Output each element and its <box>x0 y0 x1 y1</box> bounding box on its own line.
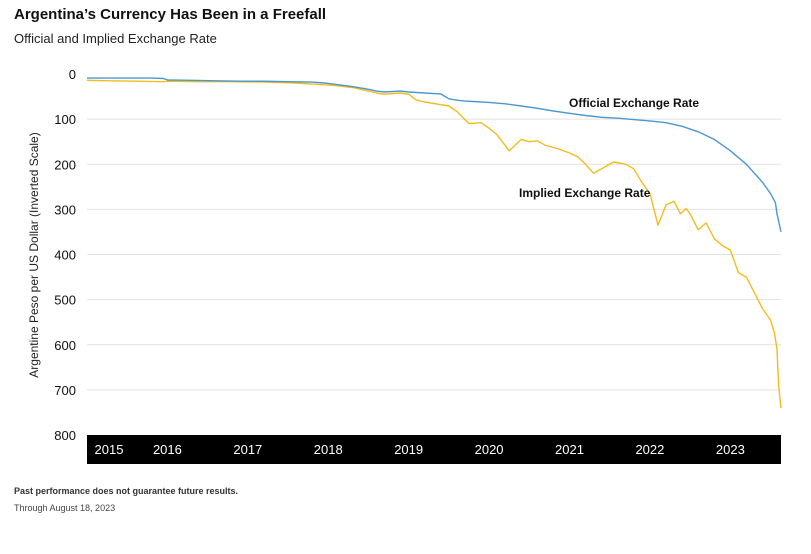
date-note: Through August 18, 2023 <box>14 503 116 513</box>
implied-exchange-rate-line <box>86 79 782 408</box>
implied-series-label: Implied Exchange Rate <box>519 186 651 200</box>
y-axis-label: Argentine Peso per US Dollar (Inverted S… <box>27 132 41 377</box>
x-tick-label: 2018 <box>314 442 343 457</box>
y-tick-label: 300 <box>54 202 76 217</box>
y-tick-label: 800 <box>54 428 76 443</box>
disclaimer-note: Past performance does not guarantee futu… <box>14 486 239 496</box>
y-tick-label: 600 <box>54 338 76 353</box>
x-tick-label: 2020 <box>475 442 504 457</box>
x-tick-label: 2021 <box>555 442 584 457</box>
x-tick-label: 2015 <box>95 442 124 457</box>
y-tick-label: 700 <box>54 383 76 398</box>
x-tick-label: 2022 <box>635 442 664 457</box>
y-tick-label: 0 <box>69 67 76 82</box>
chart-subtitle: Official and Implied Exchange Rate <box>14 31 217 46</box>
x-tick-label: 2016 <box>153 442 182 457</box>
gridlines <box>87 118 781 391</box>
x-tick-label: 2023 <box>716 442 745 457</box>
official-exchange-rate-line <box>87 77 782 233</box>
chart-title: Argentina’s Currency Has Been in a Freef… <box>14 6 327 23</box>
y-tick-labels: 0 100 200 300 400 500 600 700 800 <box>54 67 76 443</box>
x-axis-band <box>87 435 781 464</box>
y-tick-label: 500 <box>54 293 76 308</box>
x-tick-label: 2019 <box>394 442 423 457</box>
series-lines <box>86 77 782 408</box>
y-tick-label: 100 <box>54 112 76 127</box>
x-tick-label: 2017 <box>233 442 262 457</box>
y-tick-label: 200 <box>54 157 76 172</box>
official-series-label: Official Exchange Rate <box>569 96 699 110</box>
y-tick-label: 400 <box>54 248 76 263</box>
x-tick-labels: 2015 2016 2017 2018 2019 2020 2021 2022 2023 <box>95 442 745 457</box>
